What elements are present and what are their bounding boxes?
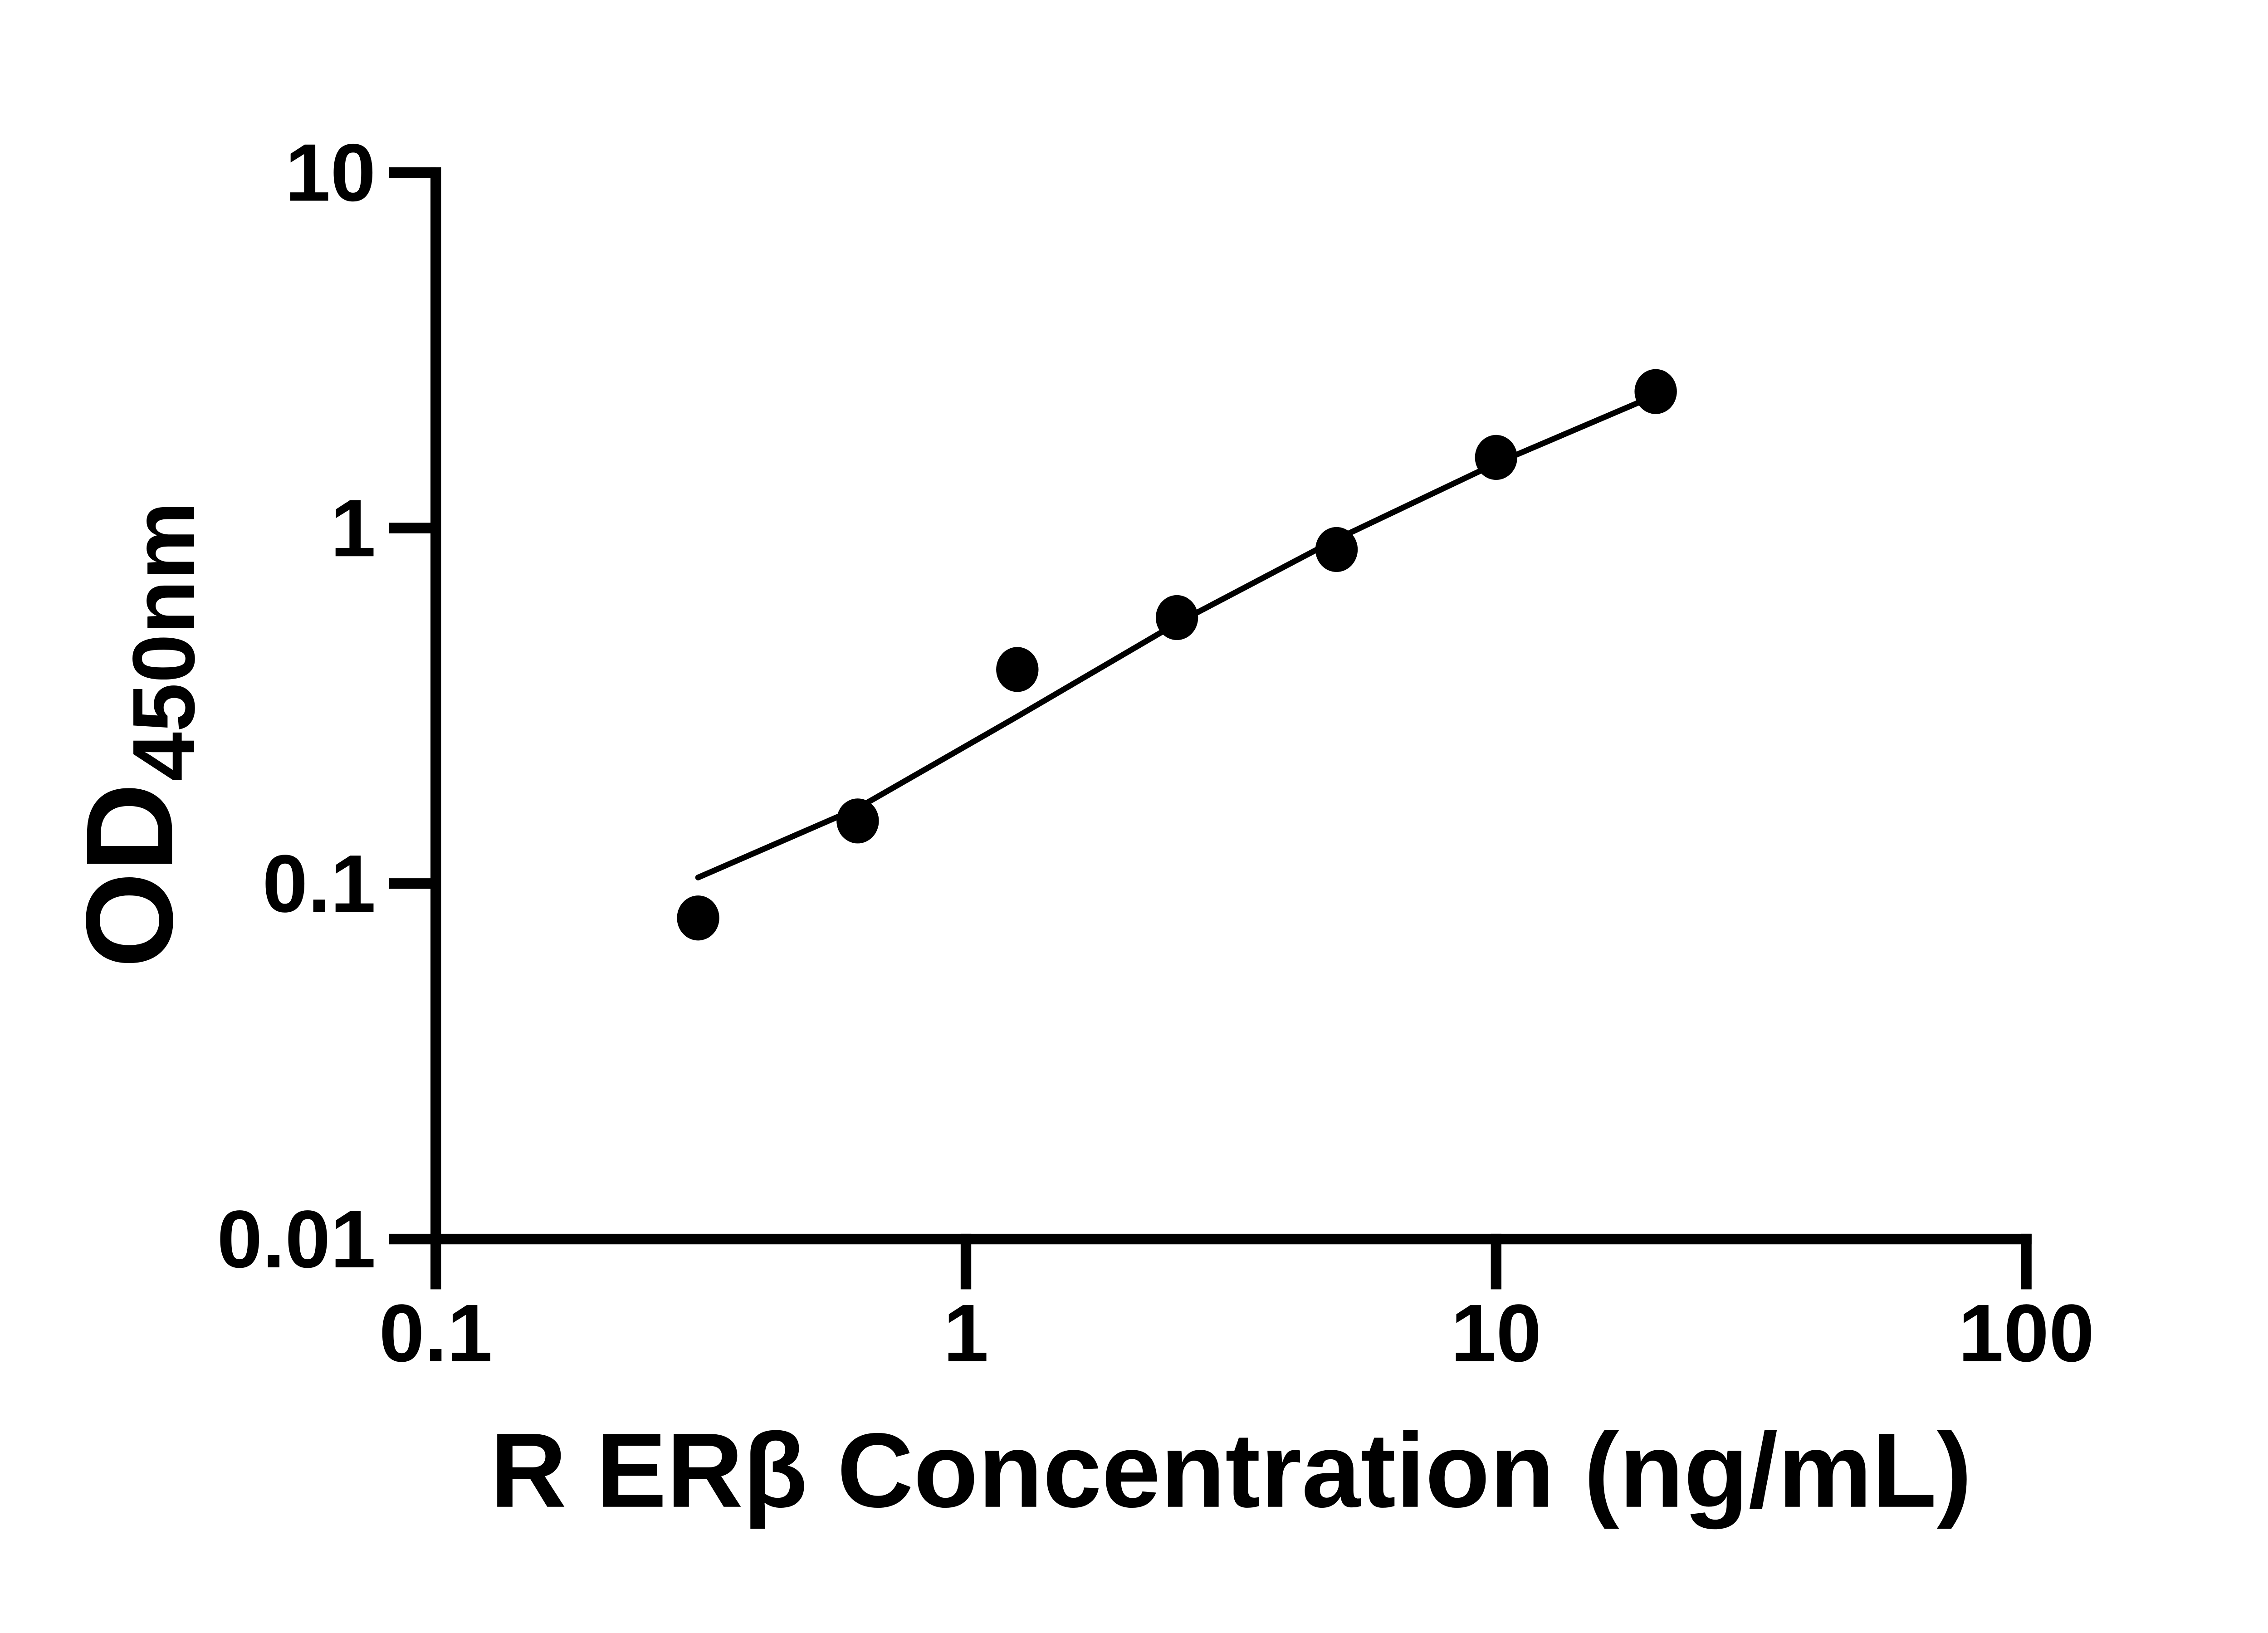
x-axis-line: [430, 1233, 2032, 1245]
x-tick-label: 1: [943, 1288, 988, 1379]
y-tick-label: 0.1: [262, 838, 376, 929]
y-axis-title: OD 450nm: [60, 502, 213, 968]
data-point-marker: [677, 895, 719, 941]
x-tick-label: 100: [1958, 1288, 2094, 1379]
data-point-marker: [1634, 369, 1677, 414]
y-axis-ticks: [389, 167, 436, 1245]
x-tick-label: 10: [1451, 1288, 1541, 1379]
x-tick: [960, 1233, 972, 1290]
y-tick: [389, 878, 436, 889]
y-axis-line: [430, 167, 441, 1245]
x-axis-title: R ERβ Concentration (ng/mL): [490, 1412, 1972, 1530]
data-point-marker: [1155, 595, 1198, 640]
x-axis-ticks: [430, 1233, 2032, 1290]
x-tick: [1491, 1233, 1501, 1290]
y-tick: [389, 167, 436, 178]
y-tick: [389, 523, 436, 533]
x-axis: 0.1 1 10 100 R ERβ Concentration (ng/mL): [379, 1233, 2095, 1530]
y-axis-title-main: OD: [60, 783, 198, 968]
x-axis-line: [430, 1233, 2032, 1245]
data-point-marker: [996, 647, 1039, 692]
y-tick-label: 0.01: [217, 1194, 376, 1285]
data-point-marker: [1475, 435, 1518, 480]
y-axis-tick-labels: 10 1 0.1 0.01: [217, 127, 376, 1285]
y-axis-line: [430, 167, 441, 1245]
plot-area: [677, 369, 1677, 941]
y-tick-label: 10: [285, 127, 376, 219]
y-tick-label: 1: [330, 483, 376, 574]
data-point-marker: [1315, 527, 1358, 572]
x-tick: [2021, 1233, 2032, 1290]
data-point-marker: [836, 798, 879, 844]
x-tick-label: 0.1: [379, 1288, 493, 1379]
x-tick: [430, 1233, 441, 1290]
y-tick: [389, 1233, 436, 1245]
y-axis: 10 1 0.1 0.01 OD 450nm: [60, 127, 441, 1285]
data-points: [677, 369, 1677, 941]
x-axis-tick-labels: 0.1 1 10 100: [379, 1288, 2095, 1379]
y-axis-title-subscript: 450nm: [115, 502, 213, 781]
